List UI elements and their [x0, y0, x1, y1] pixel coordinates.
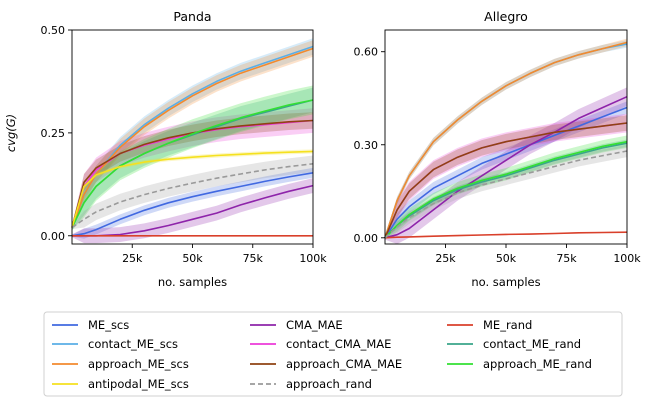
series-approach-ME-rand	[384, 140, 628, 239]
x-tick-label: 25k	[435, 252, 456, 265]
panel-title: Allegro	[484, 9, 528, 24]
band-approach-rand	[72, 155, 313, 230]
legend-label-contact-CMA-MAE: contact_CMA_MAE	[286, 337, 391, 351]
band-layer	[385, 38, 627, 245]
band-contact-ME-rand	[385, 139, 627, 239]
band-ME-scs	[72, 167, 313, 239]
line-layer	[384, 41, 628, 239]
series-antipodal-ME-scs	[71, 150, 314, 228]
series-ME-scs	[71, 172, 314, 237]
legend-label-approach-CMA-MAE: approach_CMA_MAE	[286, 357, 402, 371]
legend-label-contact-ME-rand: contact_ME_rand	[483, 337, 581, 351]
series-approach-rand	[71, 163, 314, 229]
series-ME-scs	[384, 106, 628, 239]
band-layer	[72, 38, 313, 244]
band-ME-scs	[385, 101, 627, 240]
legend-label-contact-ME-scs: contact_ME_scs	[88, 337, 178, 351]
y-tick-label: 0.00	[41, 230, 66, 243]
legend-frame	[43, 311, 623, 397]
panel-title: Panda	[173, 9, 211, 24]
band-contact-ME-scs	[385, 40, 627, 239]
band-approach-ME-rand	[72, 85, 313, 231]
legend-label-approach-rand: approach_rand	[286, 377, 372, 391]
legend: ME_scs contact_ME_scs approach_ME_scsantip…	[43, 311, 623, 397]
x-tick-label: 75k	[243, 252, 264, 265]
legend-label-ME-scs: ME_scs	[88, 318, 129, 332]
x-tick-label: 100k	[613, 252, 641, 265]
series-contact-ME-rand	[384, 142, 628, 239]
band-approach-ME-scs	[385, 38, 627, 239]
y-tick-label: 0.00	[354, 232, 379, 245]
band-approach-ME-scs	[72, 40, 313, 230]
band-approach-CMA-MAE	[72, 112, 313, 230]
series-approach-ME-scs	[384, 41, 628, 239]
x-axis-label: no. samples	[471, 275, 540, 289]
band-contact-ME-rand	[72, 87, 313, 231]
band-approach-CMA-MAE	[385, 115, 627, 240]
series-approach-ME-rand	[71, 99, 314, 228]
band-CMA-MAE	[385, 87, 627, 245]
band-approach-rand	[385, 144, 627, 240]
legend-label-approach-ME-scs: approach_ME_scs	[88, 357, 189, 371]
band-contact-CMA-MAE	[72, 108, 313, 231]
x-tick-label: 75k	[556, 252, 577, 265]
series-ME-rand	[384, 231, 628, 239]
y-tick-label: 0.30	[354, 139, 379, 152]
y-tick-label: 0.60	[354, 46, 379, 59]
allegro-panel: Allegro 0.00 0.30 0.60 25k 50k 75k 100k no. samp…	[354, 9, 642, 289]
series-contact-CMA-MAE	[71, 119, 314, 228]
line-layer	[71, 45, 314, 237]
series-approach-rand	[384, 150, 628, 239]
legend-label-ME-rand: ME_rand	[483, 318, 532, 332]
x-tick-label: 25k	[122, 252, 143, 265]
y-tick-label: 0.25	[41, 127, 66, 140]
series-approach-CMA-MAE	[71, 119, 314, 228]
band-approach-ME-rand	[385, 135, 627, 240]
y-axis-label: cvg(G)	[4, 114, 18, 152]
x-tick-label: 50k	[182, 252, 203, 265]
x-tick-label: 50k	[496, 252, 517, 265]
x-axis-label: no. samples	[158, 275, 227, 289]
panda-panel: Panda 0.00 0.25 0.50 25k 50k 75k 100k no. sample…	[41, 9, 328, 289]
series-approach-CMA-MAE	[384, 122, 628, 239]
series-CMA-MAE	[384, 95, 628, 239]
band-CMA-MAE	[72, 178, 313, 244]
legend-label-approach-ME-rand: approach_ME_rand	[483, 357, 592, 371]
y-tick-label: 0.50	[41, 24, 66, 37]
legend-label-CMA-MAE: CMA_MAE	[286, 318, 343, 332]
legend-label-antipodal-ME-scs: antipodal_ME_scs	[88, 377, 189, 391]
x-tick-label: 100k	[299, 252, 327, 265]
